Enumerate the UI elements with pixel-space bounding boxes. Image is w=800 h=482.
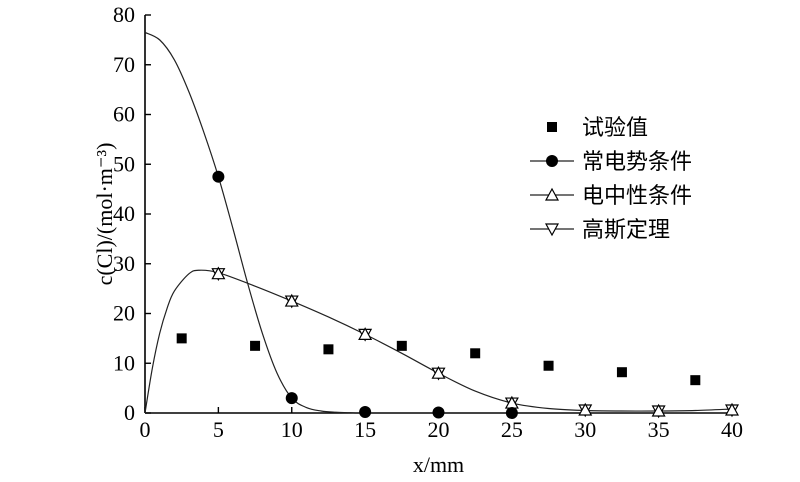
data-point [359, 406, 372, 419]
data-point [176, 333, 187, 344]
data-point [212, 170, 225, 183]
data-point [284, 293, 299, 307]
legend-marker [544, 223, 560, 237]
legend-label: 高斯定理 [582, 218, 670, 243]
legend-label: 试验值 [582, 116, 648, 141]
series-line [144, 269, 733, 414]
x-tick-label: 5 [213, 417, 224, 442]
y-tick-label: 10 [113, 350, 135, 375]
data-point [578, 402, 593, 416]
y-tick-label: 50 [113, 151, 135, 176]
data-point [616, 367, 627, 378]
x-tick-label: 10 [281, 417, 303, 442]
y-tick-label: 70 [113, 52, 135, 77]
x-tick-label: 35 [648, 417, 670, 442]
legend-marker [547, 122, 557, 132]
axes: 0 5 10 15 20 25 30 35 40 0 10 20 30 40 50 60 70 80 [113, 2, 743, 442]
x-tick-label: 0 [140, 417, 151, 442]
data-point [323, 344, 334, 355]
x-axis-title: x/mm [413, 452, 464, 477]
x-tick-label: 20 [428, 417, 450, 442]
x-tick-label: 30 [574, 417, 596, 442]
data-point [211, 266, 226, 280]
y-tick-label: 0 [124, 400, 135, 425]
data-point [396, 340, 407, 351]
y-tick-label: 60 [113, 102, 135, 127]
data-point [431, 365, 446, 379]
legend-label: 常电势条件 [582, 150, 692, 175]
legend-marker [544, 187, 560, 201]
data-point [690, 375, 701, 386]
data-point [543, 360, 554, 371]
y-tick-label: 80 [113, 2, 135, 27]
data-point [651, 403, 666, 417]
data-point [470, 348, 481, 359]
data-point [285, 392, 298, 405]
x-tick-label: 15 [354, 417, 376, 442]
data-point [250, 340, 261, 351]
x-tick-label: 40 [721, 417, 743, 442]
y-tick-label: 30 [113, 251, 135, 276]
y-tick-label: 20 [113, 301, 135, 326]
data-point [505, 407, 518, 419]
y-tick-label: 40 [113, 201, 135, 226]
markers [176, 170, 740, 419]
legend-marker [546, 155, 558, 167]
x-tick-label: 25 [501, 417, 523, 442]
data-point [358, 327, 373, 340]
data-point [724, 402, 740, 416]
data-point [432, 406, 445, 419]
legend-label: 电中性条件 [582, 184, 692, 209]
y-axis-title: c(Cl)/(mol·m⁻³) [92, 143, 117, 286]
